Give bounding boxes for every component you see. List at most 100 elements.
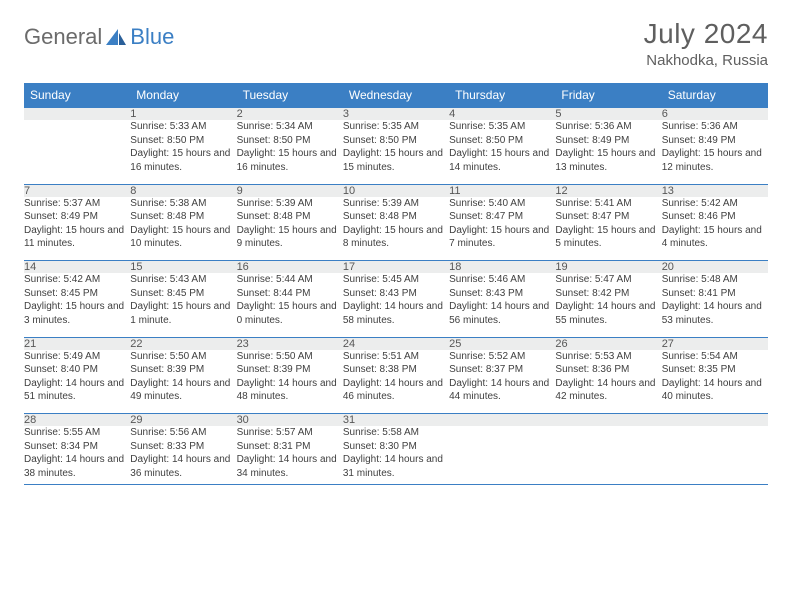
day-cell: Sunrise: 5:33 AMSunset: 8:50 PMDaylight:… [130, 120, 236, 178]
sunrise-text: Sunrise: 5:33 AM [130, 120, 236, 134]
day-number: 25 [449, 337, 555, 350]
day-cell: Sunrise: 5:56 AMSunset: 8:33 PMDaylight:… [130, 426, 236, 484]
logo-text-general: General [24, 24, 102, 50]
sunset-text: Sunset: 8:43 PM [449, 287, 555, 301]
day-number: 15 [130, 261, 236, 274]
daylight-text: Daylight: 15 hours and 11 minutes. [24, 224, 130, 251]
daylight-text: Daylight: 14 hours and 38 minutes. [24, 453, 130, 480]
sunrise-text: Sunrise: 5:49 AM [24, 350, 130, 364]
day-cell: Sunrise: 5:50 AMSunset: 8:39 PMDaylight:… [130, 350, 236, 408]
sunset-text: Sunset: 8:37 PM [449, 363, 555, 377]
day-number: 26 [555, 337, 661, 350]
daylight-text: Daylight: 15 hours and 14 minutes. [449, 147, 555, 174]
daylight-text: Daylight: 15 hours and 5 minutes. [555, 224, 661, 251]
sunrise-text: Sunrise: 5:47 AM [555, 273, 661, 287]
day-header: Tuesday [237, 83, 343, 108]
week-content-row: Sunrise: 5:37 AMSunset: 8:49 PMDaylight:… [24, 197, 768, 255]
day-number: 19 [555, 261, 661, 274]
daylight-text: Daylight: 14 hours and 56 minutes. [449, 300, 555, 327]
sunset-text: Sunset: 8:41 PM [662, 287, 768, 301]
daylight-text: Daylight: 15 hours and 12 minutes. [662, 147, 768, 174]
logo-text-blue: Blue [130, 24, 174, 50]
day-number: 2 [237, 108, 343, 121]
day-cell: Sunrise: 5:38 AMSunset: 8:48 PMDaylight:… [130, 197, 236, 255]
daylight-text: Daylight: 14 hours and 55 minutes. [555, 300, 661, 327]
sunset-text: Sunset: 8:30 PM [343, 440, 449, 454]
sunrise-text: Sunrise: 5:39 AM [237, 197, 343, 211]
day-number [449, 414, 555, 427]
sunrise-text: Sunrise: 5:37 AM [24, 197, 130, 211]
daylight-text: Daylight: 15 hours and 0 minutes. [237, 300, 343, 327]
sunrise-text: Sunrise: 5:46 AM [449, 273, 555, 287]
sunset-text: Sunset: 8:31 PM [237, 440, 343, 454]
location: Nakhodka, Russia [644, 52, 768, 69]
sunrise-text: Sunrise: 5:36 AM [662, 120, 768, 134]
daylight-text: Daylight: 15 hours and 3 minutes. [24, 300, 130, 327]
day-cell: Sunrise: 5:42 AMSunset: 8:46 PMDaylight:… [662, 197, 768, 255]
day-number [24, 108, 130, 121]
daylight-text: Daylight: 15 hours and 4 minutes. [662, 224, 768, 251]
day-number: 14 [24, 261, 130, 274]
day-header: Wednesday [343, 83, 449, 108]
day-cell: Sunrise: 5:36 AMSunset: 8:49 PMDaylight:… [555, 120, 661, 178]
sunset-text: Sunset: 8:48 PM [130, 210, 236, 224]
calendar-table: Sunday Monday Tuesday Wednesday Thursday… [24, 83, 768, 485]
day-cell: Sunrise: 5:53 AMSunset: 8:36 PMDaylight:… [555, 350, 661, 408]
day-cell: Sunrise: 5:43 AMSunset: 8:45 PMDaylight:… [130, 273, 236, 331]
day-cell: Sunrise: 5:48 AMSunset: 8:41 PMDaylight:… [662, 273, 768, 331]
daylight-text: Daylight: 15 hours and 1 minute. [130, 300, 236, 327]
daylight-text: Daylight: 14 hours and 58 minutes. [343, 300, 449, 327]
sunrise-text: Sunrise: 5:54 AM [662, 350, 768, 364]
sunset-text: Sunset: 8:38 PM [343, 363, 449, 377]
sunset-text: Sunset: 8:42 PM [555, 287, 661, 301]
day-number: 18 [449, 261, 555, 274]
sunrise-text: Sunrise: 5:34 AM [237, 120, 343, 134]
day-cell: Sunrise: 5:35 AMSunset: 8:50 PMDaylight:… [449, 120, 555, 178]
sunrise-text: Sunrise: 5:42 AM [24, 273, 130, 287]
day-number: 5 [555, 108, 661, 121]
week-daynum-row: 78910111213 [24, 184, 768, 197]
sunset-text: Sunset: 8:33 PM [130, 440, 236, 454]
sunset-text: Sunset: 8:47 PM [449, 210, 555, 224]
week-content-row: Sunrise: 5:33 AMSunset: 8:50 PMDaylight:… [24, 120, 768, 178]
daylight-text: Daylight: 15 hours and 15 minutes. [343, 147, 449, 174]
day-header: Thursday [449, 83, 555, 108]
daylight-text: Daylight: 15 hours and 8 minutes. [343, 224, 449, 251]
day-number: 29 [130, 414, 236, 427]
sunset-text: Sunset: 8:50 PM [130, 134, 236, 148]
sunset-text: Sunset: 8:36 PM [555, 363, 661, 377]
day-cell: Sunrise: 5:35 AMSunset: 8:50 PMDaylight:… [343, 120, 449, 178]
day-cell: Sunrise: 5:40 AMSunset: 8:47 PMDaylight:… [449, 197, 555, 255]
day-number: 12 [555, 184, 661, 197]
day-cell: Sunrise: 5:39 AMSunset: 8:48 PMDaylight:… [237, 197, 343, 255]
sunset-text: Sunset: 8:50 PM [343, 134, 449, 148]
day-cell: Sunrise: 5:41 AMSunset: 8:47 PMDaylight:… [555, 197, 661, 255]
sunset-text: Sunset: 8:50 PM [237, 134, 343, 148]
day-cell: Sunrise: 5:58 AMSunset: 8:30 PMDaylight:… [343, 426, 449, 484]
sunrise-text: Sunrise: 5:35 AM [449, 120, 555, 134]
day-number: 13 [662, 184, 768, 197]
day-cell [24, 120, 130, 178]
day-header: Saturday [662, 83, 768, 108]
day-number: 28 [24, 414, 130, 427]
sunset-text: Sunset: 8:43 PM [343, 287, 449, 301]
day-header: Monday [130, 83, 236, 108]
daylight-text: Daylight: 15 hours and 10 minutes. [130, 224, 236, 251]
day-cell: Sunrise: 5:37 AMSunset: 8:49 PMDaylight:… [24, 197, 130, 255]
daylight-text: Daylight: 15 hours and 7 minutes. [449, 224, 555, 251]
day-number: 30 [237, 414, 343, 427]
day-number [555, 414, 661, 427]
daylight-text: Daylight: 14 hours and 48 minutes. [237, 377, 343, 404]
week-daynum-row: 21222324252627 [24, 337, 768, 350]
page-header: General Blue July 2024 Nakhodka, Russia [24, 18, 768, 69]
week-daynum-row: 123456 [24, 108, 768, 121]
sunset-text: Sunset: 8:48 PM [343, 210, 449, 224]
calendar-body: 123456Sunrise: 5:33 AMSunset: 8:50 PMDay… [24, 108, 768, 485]
day-number: 21 [24, 337, 130, 350]
day-cell: Sunrise: 5:44 AMSunset: 8:44 PMDaylight:… [237, 273, 343, 331]
day-number [662, 414, 768, 427]
sunrise-text: Sunrise: 5:40 AM [449, 197, 555, 211]
day-cell: Sunrise: 5:34 AMSunset: 8:50 PMDaylight:… [237, 120, 343, 178]
day-cell: Sunrise: 5:45 AMSunset: 8:43 PMDaylight:… [343, 273, 449, 331]
day-number: 20 [662, 261, 768, 274]
